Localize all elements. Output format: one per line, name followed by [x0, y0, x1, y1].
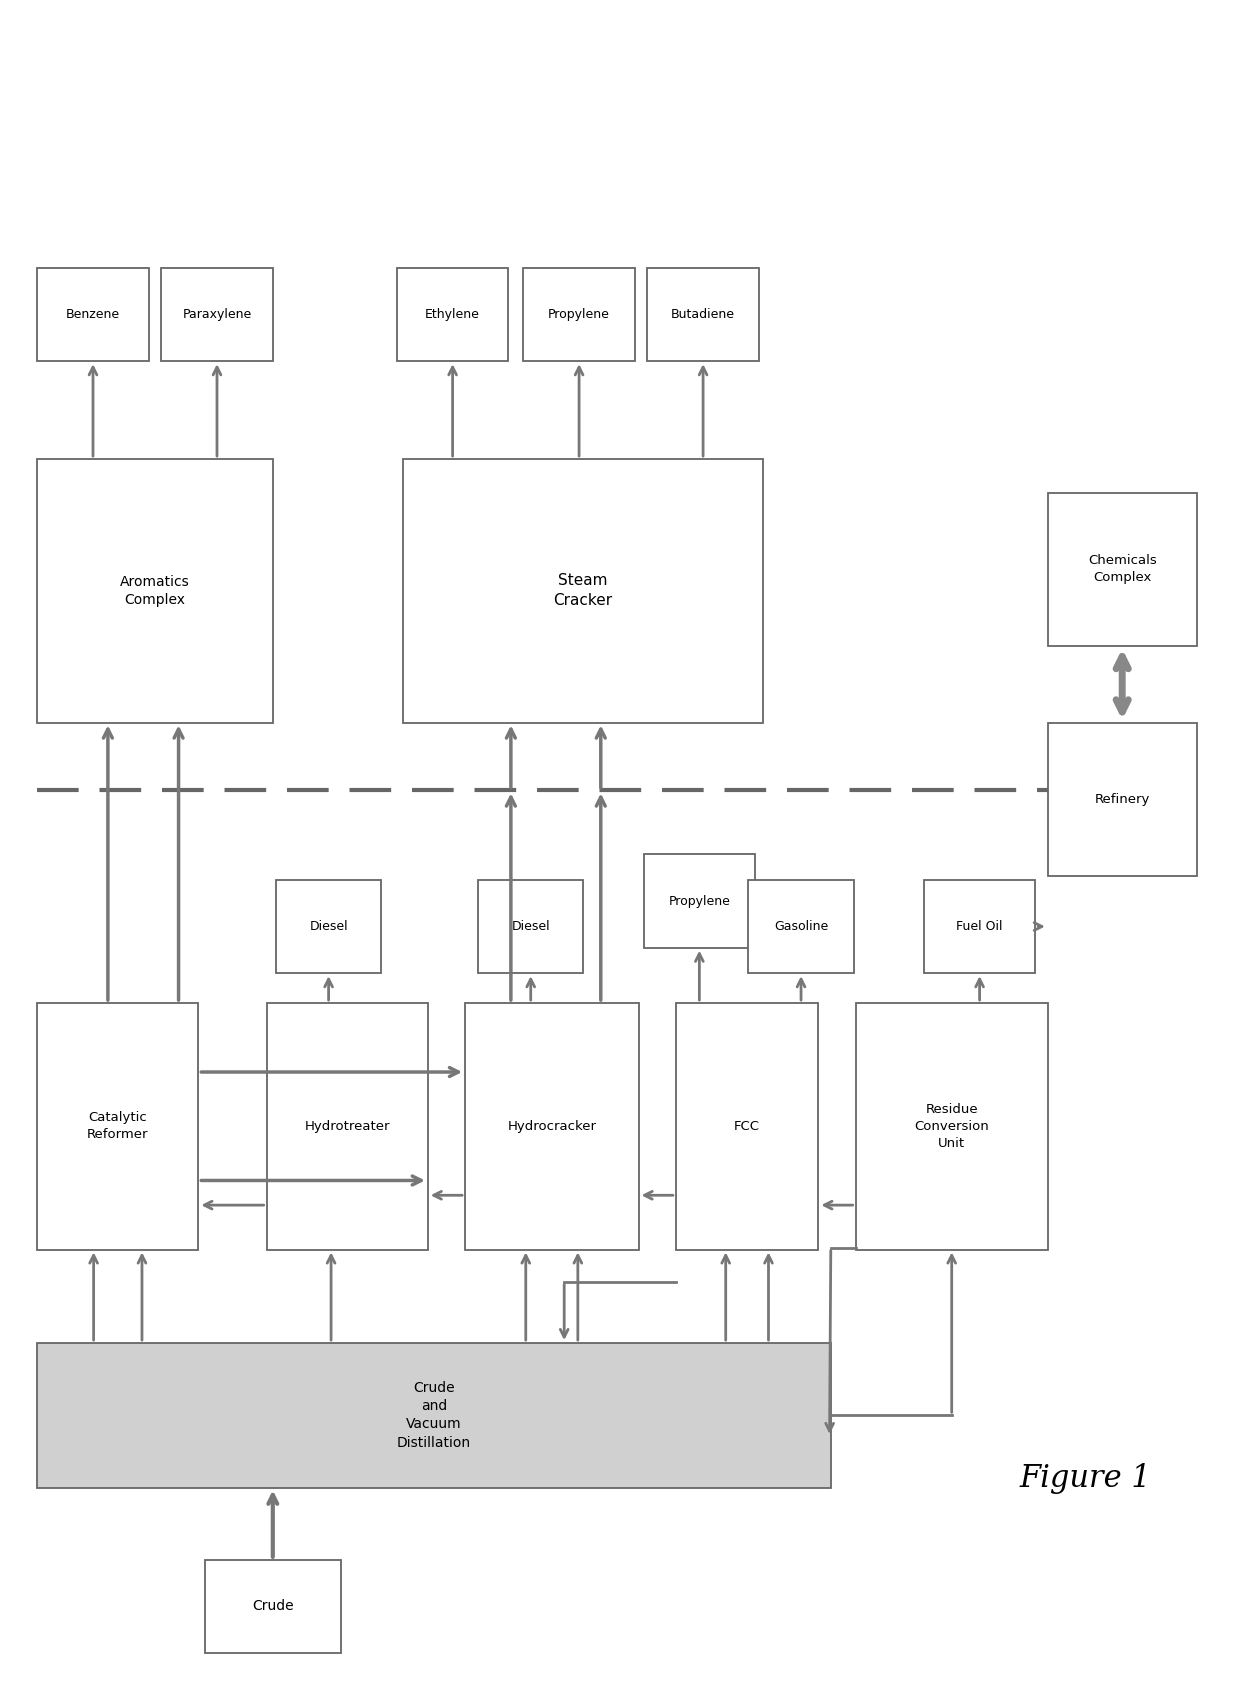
Bar: [676, 1003, 818, 1250]
Text: Steam
Cracker: Steam Cracker: [553, 573, 613, 609]
Text: Crude: Crude: [252, 1600, 294, 1613]
Bar: [205, 1561, 341, 1652]
Text: Figure 1: Figure 1: [1019, 1464, 1151, 1494]
Bar: [37, 1343, 831, 1488]
Text: Chemicals
Complex: Chemicals Complex: [1087, 554, 1157, 585]
Bar: [267, 1003, 428, 1250]
Text: Diesel: Diesel: [511, 920, 551, 933]
Bar: [856, 1003, 1048, 1250]
Text: Fuel Oil: Fuel Oil: [956, 920, 1003, 933]
Bar: [523, 269, 635, 362]
Text: Gasoline: Gasoline: [774, 920, 828, 933]
Text: Propylene: Propylene: [548, 308, 610, 321]
Bar: [1048, 493, 1197, 646]
Text: Residue
Conversion
Unit: Residue Conversion Unit: [914, 1103, 990, 1149]
Bar: [37, 1003, 198, 1250]
Bar: [37, 459, 273, 722]
Text: Hydrocracker: Hydrocracker: [507, 1120, 596, 1132]
Bar: [161, 269, 273, 362]
Text: Ethylene: Ethylene: [425, 308, 480, 321]
Text: Catalytic
Reformer: Catalytic Reformer: [87, 1112, 149, 1141]
Bar: [479, 881, 584, 972]
Bar: [647, 269, 759, 362]
Bar: [397, 269, 508, 362]
Bar: [37, 269, 149, 362]
Text: Diesel: Diesel: [309, 920, 348, 933]
Bar: [1048, 722, 1197, 876]
Text: Aromatics
Complex: Aromatics Complex: [120, 575, 190, 607]
Bar: [277, 881, 382, 972]
Text: Refinery: Refinery: [1095, 792, 1149, 806]
Text: Hydrotreater: Hydrotreater: [305, 1120, 389, 1132]
Bar: [465, 1003, 639, 1250]
Text: Crude
and
Vacuum
Distillation: Crude and Vacuum Distillation: [397, 1380, 471, 1450]
Text: Butadiene: Butadiene: [671, 308, 735, 321]
Text: Benzene: Benzene: [66, 308, 120, 321]
Bar: [924, 881, 1035, 972]
Text: Propylene: Propylene: [668, 894, 730, 908]
Bar: [644, 855, 755, 949]
Bar: [403, 459, 763, 722]
Bar: [749, 881, 853, 972]
Text: FCC: FCC: [734, 1120, 760, 1132]
Text: Paraxylene: Paraxylene: [182, 308, 252, 321]
